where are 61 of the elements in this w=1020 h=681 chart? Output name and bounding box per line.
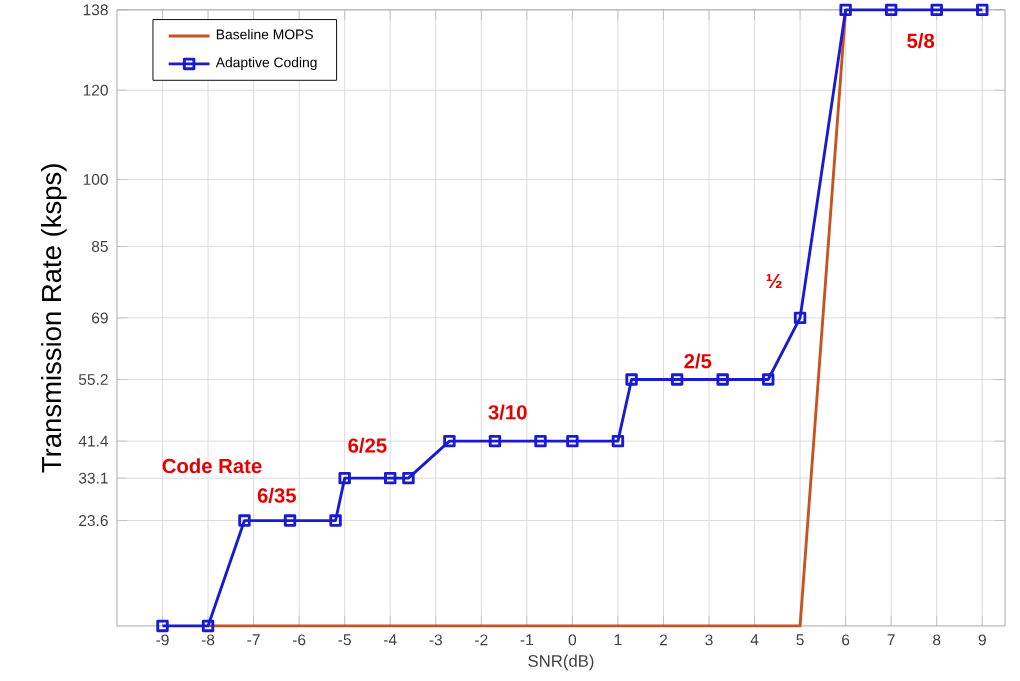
x-tick-label: 6	[842, 634, 850, 646]
x-tick-label: 4	[750, 634, 759, 646]
x-tick-label: -2	[475, 634, 488, 646]
annotation: ½	[766, 273, 782, 288]
point	[488, 434, 502, 448]
x-tick-label: -3	[429, 634, 442, 646]
annotation: 2/5	[684, 353, 712, 369]
point	[402, 471, 415, 485]
y-tick-label: 23.6	[79, 515, 108, 527]
point	[443, 434, 456, 448]
y-tick-label: 55.2	[78, 374, 108, 385]
x-tick-label: -6	[292, 634, 306, 646]
x-axis-title: SNR(dB)	[528, 654, 594, 671]
point	[884, 3, 898, 17]
y-tick-label: 120	[83, 84, 108, 96]
annotation: Code Rate	[162, 458, 262, 474]
point	[534, 434, 547, 448]
x-tick-label: 3	[705, 634, 713, 646]
x-tick-label: -5	[338, 634, 351, 646]
x-tick-label: 8	[933, 634, 941, 646]
legend-label: Adaptive Coding	[215, 57, 317, 71]
y-axis-title: Transmission Rate (ksps)	[41, 164, 67, 473]
x-tick-label: -8	[201, 634, 215, 646]
point	[156, 619, 169, 633]
point	[383, 471, 397, 485]
x-tick-label: -4	[383, 634, 397, 646]
annotation: 6/35	[257, 487, 296, 503]
point	[930, 3, 943, 17]
x-tick-label: -1	[520, 634, 533, 646]
point	[625, 373, 638, 386]
point	[761, 373, 775, 386]
y-tick-label: 138	[83, 4, 108, 16]
y-tick-label: 85	[91, 240, 108, 252]
point	[611, 434, 625, 448]
point	[566, 434, 579, 448]
x-tick-label: -9	[156, 634, 169, 646]
x-tick-label: 2	[659, 634, 667, 646]
point	[839, 3, 852, 17]
annotation: 6/25	[348, 437, 387, 453]
point	[716, 373, 729, 386]
y-tick-label: 41.4	[78, 435, 109, 447]
point	[329, 514, 342, 527]
point	[238, 514, 251, 527]
y-tick-label: 33.1	[78, 472, 108, 484]
point	[670, 373, 684, 386]
x-tick-label: -7	[247, 634, 260, 646]
point	[283, 514, 297, 527]
y-tick-label: 100	[83, 174, 108, 185]
x-tick-label: 0	[568, 634, 577, 646]
annotation: 3/10	[488, 404, 527, 420]
point	[793, 311, 807, 325]
x-tick-label: 5	[796, 634, 804, 646]
point	[201, 619, 215, 633]
point	[338, 471, 351, 485]
x-tick-label: 9	[978, 634, 986, 646]
y-tick-label: 69	[92, 312, 108, 324]
point	[976, 3, 989, 17]
x-tick-label: 7	[887, 634, 895, 646]
legend-label: Baseline MOPS	[216, 29, 313, 40]
annotation: 5/8	[907, 33, 935, 49]
x-tick-label: 1	[614, 634, 622, 646]
